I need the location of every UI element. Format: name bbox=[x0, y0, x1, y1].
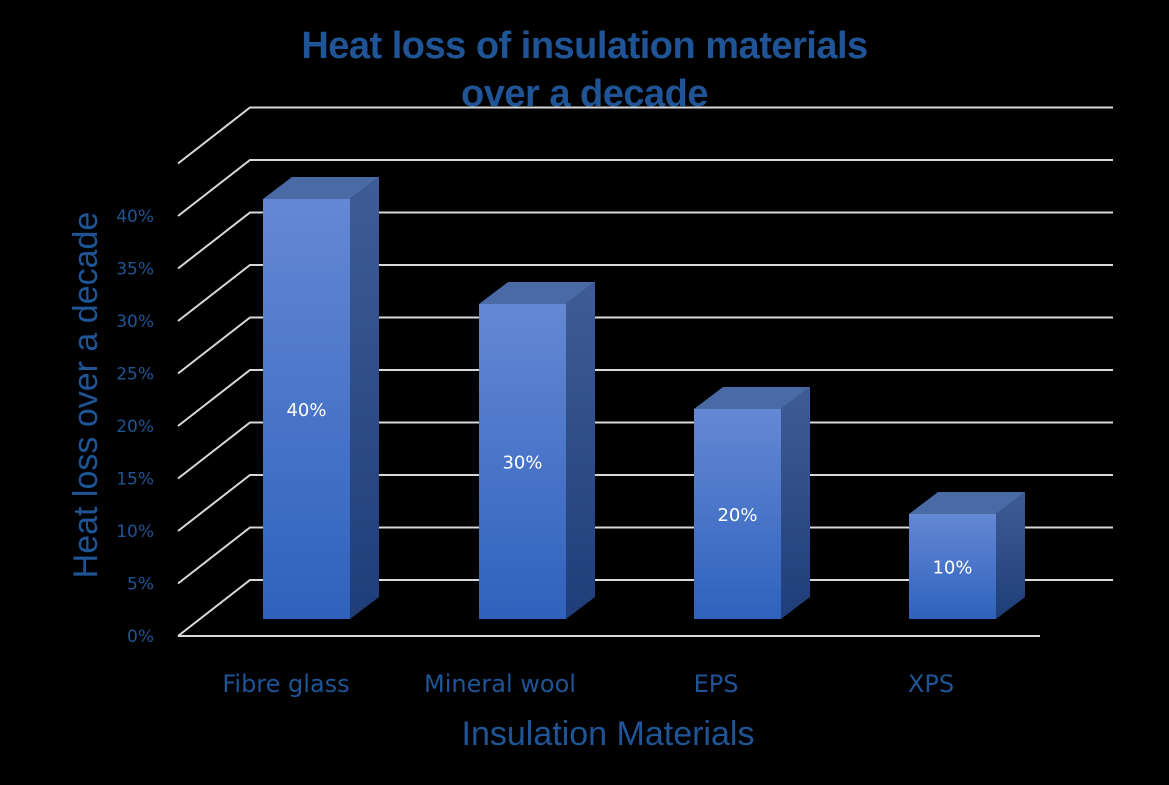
bar-side-face bbox=[996, 492, 1025, 619]
x-category-label: Fibre glass bbox=[222, 670, 349, 698]
x-category-label: XPS bbox=[908, 670, 954, 698]
bar-front-face bbox=[909, 514, 996, 619]
data-label: 40% bbox=[286, 400, 326, 421]
gridline bbox=[177, 421, 1113, 480]
x-axis-title: Insulation Materials bbox=[462, 715, 755, 753]
gridlines bbox=[177, 106, 1113, 637]
chart-title: Heat loss of insulation materials over a… bbox=[0, 22, 1169, 118]
y-tick-label: 20% bbox=[116, 417, 154, 437]
gridline bbox=[177, 264, 1113, 322]
gridline bbox=[177, 369, 1113, 427]
bar-fibre-glass: 40% bbox=[263, 177, 379, 619]
gridline bbox=[177, 159, 1113, 217]
bar-top-face bbox=[479, 282, 595, 304]
gridline bbox=[177, 474, 1113, 532]
bar-side-face bbox=[350, 177, 379, 619]
bar-mineral-wool: 30% bbox=[479, 282, 595, 619]
y-axis-tick-labels: 0% 5% 10% 15% 20% 25% 30% 35% 40% bbox=[116, 207, 154, 647]
gridline bbox=[177, 526, 1113, 585]
bar-front-face bbox=[694, 409, 781, 619]
bar-side-face bbox=[566, 282, 595, 619]
chart-title-line-1: Heat loss of insulation materials bbox=[301, 25, 868, 67]
bar-top-face bbox=[263, 177, 379, 199]
data-label: 30% bbox=[502, 453, 542, 474]
bar-top-face bbox=[694, 387, 810, 409]
bars: 40% 30% 20% 10% bbox=[263, 177, 1025, 619]
y-tick-label: 30% bbox=[116, 312, 154, 332]
y-tick-label: 15% bbox=[116, 470, 154, 490]
x-category-label: EPS bbox=[694, 670, 739, 698]
gridline bbox=[177, 316, 1113, 375]
gridline bbox=[177, 106, 1113, 165]
y-tick-label: 0% bbox=[127, 627, 154, 647]
data-label: 20% bbox=[717, 505, 757, 526]
bar-front-face bbox=[479, 304, 566, 619]
gridline bbox=[177, 211, 1113, 270]
bar-side-face bbox=[781, 387, 810, 619]
y-axis-title: Heat loss over a decade bbox=[67, 212, 105, 579]
bar-eps: 20% bbox=[694, 387, 810, 619]
x-category-label: Mineral wool bbox=[424, 670, 576, 698]
y-tick-label: 35% bbox=[116, 260, 154, 280]
bar-xps: 10% bbox=[909, 492, 1025, 619]
x-axis-category-labels: Fibre glass Mineral wool EPS XPS bbox=[222, 670, 954, 698]
bar-top-face bbox=[909, 492, 1025, 514]
gridline bbox=[177, 579, 1113, 637]
y-tick-label: 40% bbox=[116, 207, 154, 227]
data-label: 10% bbox=[932, 558, 972, 579]
y-tick-label: 5% bbox=[127, 575, 154, 595]
y-tick-label: 10% bbox=[116, 522, 154, 542]
bar-front-face bbox=[263, 199, 350, 619]
y-tick-label: 25% bbox=[116, 365, 154, 385]
